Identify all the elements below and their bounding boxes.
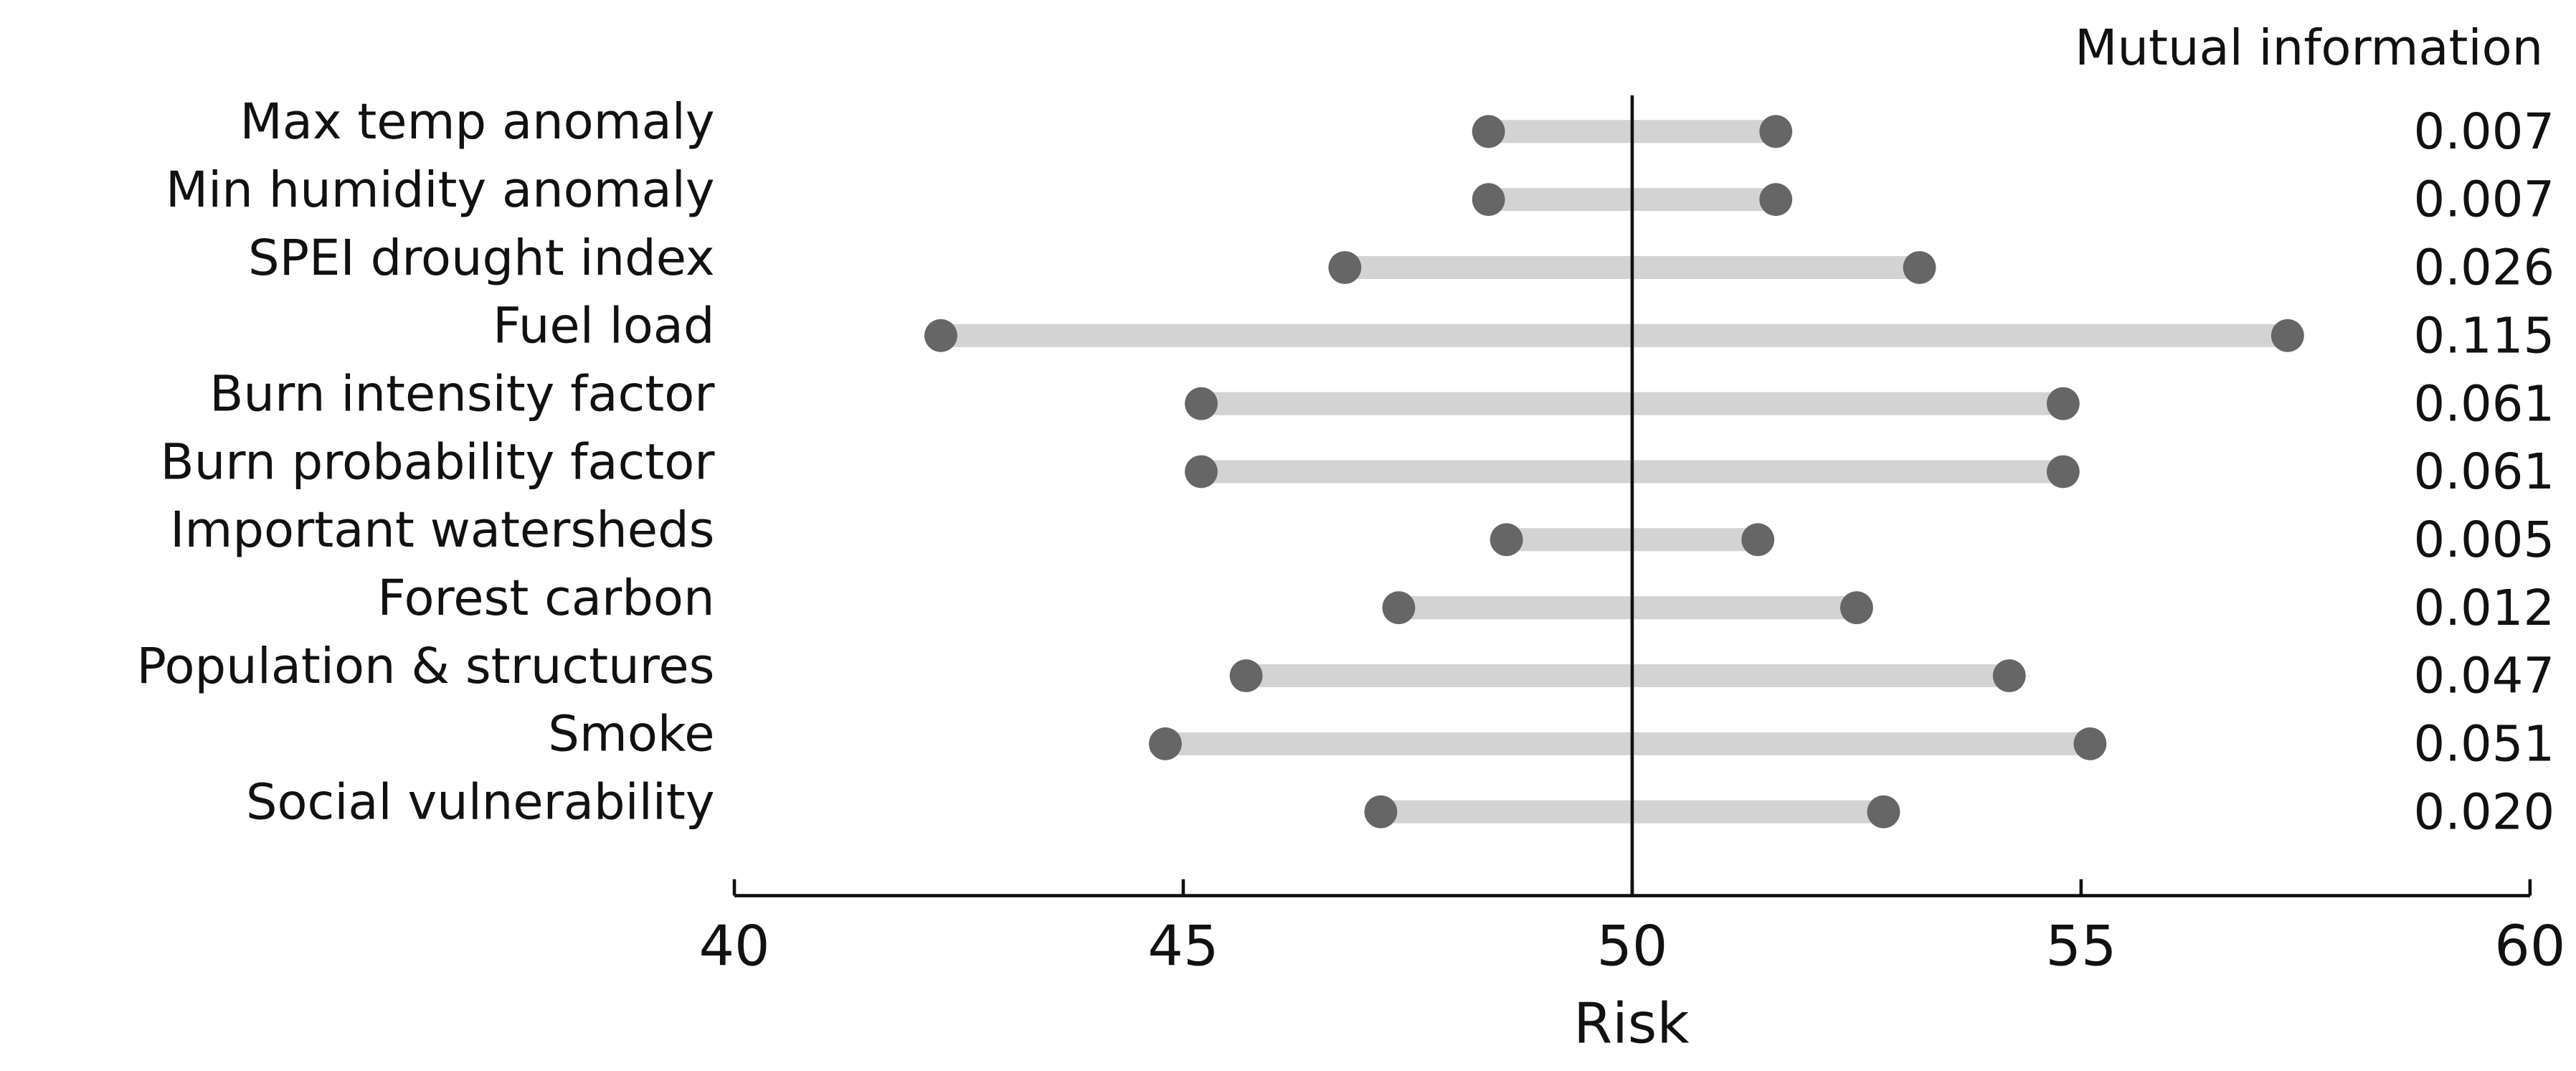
column-title: Mutual information: [2075, 19, 2543, 77]
high-dot: [1903, 251, 1936, 284]
high-dot: [2270, 319, 2304, 352]
low-dot: [1364, 795, 1398, 829]
x-tick-label: 40: [699, 915, 770, 979]
low-dot: [1382, 591, 1416, 625]
high-dot: [1992, 659, 2026, 692]
low-dot: [1490, 523, 1523, 557]
category-label: Forest carbon: [377, 570, 714, 627]
low-dot: [1229, 659, 1263, 692]
x-axis-label: Risk: [1573, 991, 1689, 1056]
category-label: Burn intensity factor: [209, 366, 715, 423]
mutual-info-label: 0.005: [2413, 511, 2554, 569]
high-dot: [2046, 455, 2080, 489]
mutual-info-label: 0.026: [2413, 240, 2554, 297]
x-tick-label: 50: [1596, 915, 1667, 979]
low-dot: [1185, 387, 1218, 420]
mutual-info-label: 0.051: [2413, 715, 2554, 773]
category-label: Burn probability factor: [161, 433, 716, 491]
mutual-info-label: 0.061: [2413, 375, 2554, 433]
category-label: Population & structures: [137, 638, 715, 695]
high-dot: [2073, 727, 2107, 760]
high-dot: [1741, 523, 1775, 557]
category-label: Fuel load: [493, 298, 714, 355]
mutual-info-label: 0.012: [2413, 580, 2554, 637]
mutual-info-label: 0.020: [2413, 783, 2554, 841]
category-label: Social vulnerability: [246, 774, 715, 831]
low-dot: [924, 319, 957, 352]
x-tick-label: 45: [1147, 915, 1218, 979]
low-dot: [1472, 183, 1505, 217]
high-dot: [1759, 183, 1793, 217]
x-tick-label: 60: [2494, 915, 2565, 979]
mutual-info-label: 0.047: [2413, 648, 2554, 705]
category-label: Max temp anomaly: [240, 93, 714, 151]
low-dot: [1185, 455, 1218, 489]
low-dot: [1149, 727, 1182, 760]
mutual-info-label: 0.007: [2413, 171, 2554, 229]
mutual-info-label: 0.115: [2413, 307, 2554, 364]
high-dot: [1840, 591, 1873, 625]
category-label: Important watersheds: [170, 501, 714, 559]
category-label: Smoke: [548, 706, 714, 763]
low-dot: [1328, 251, 1362, 284]
mutual-info-label: 0.007: [2413, 103, 2554, 161]
high-dot: [1759, 115, 1793, 148]
x-tick-label: 55: [2045, 915, 2116, 979]
high-dot: [1867, 795, 1900, 829]
high-dot: [2046, 387, 2080, 420]
mutual-info-label: 0.061: [2413, 443, 2554, 501]
category-label: SPEI drought index: [248, 230, 715, 287]
low-dot: [1472, 115, 1505, 148]
category-label: Min humidity anomaly: [166, 161, 715, 219]
